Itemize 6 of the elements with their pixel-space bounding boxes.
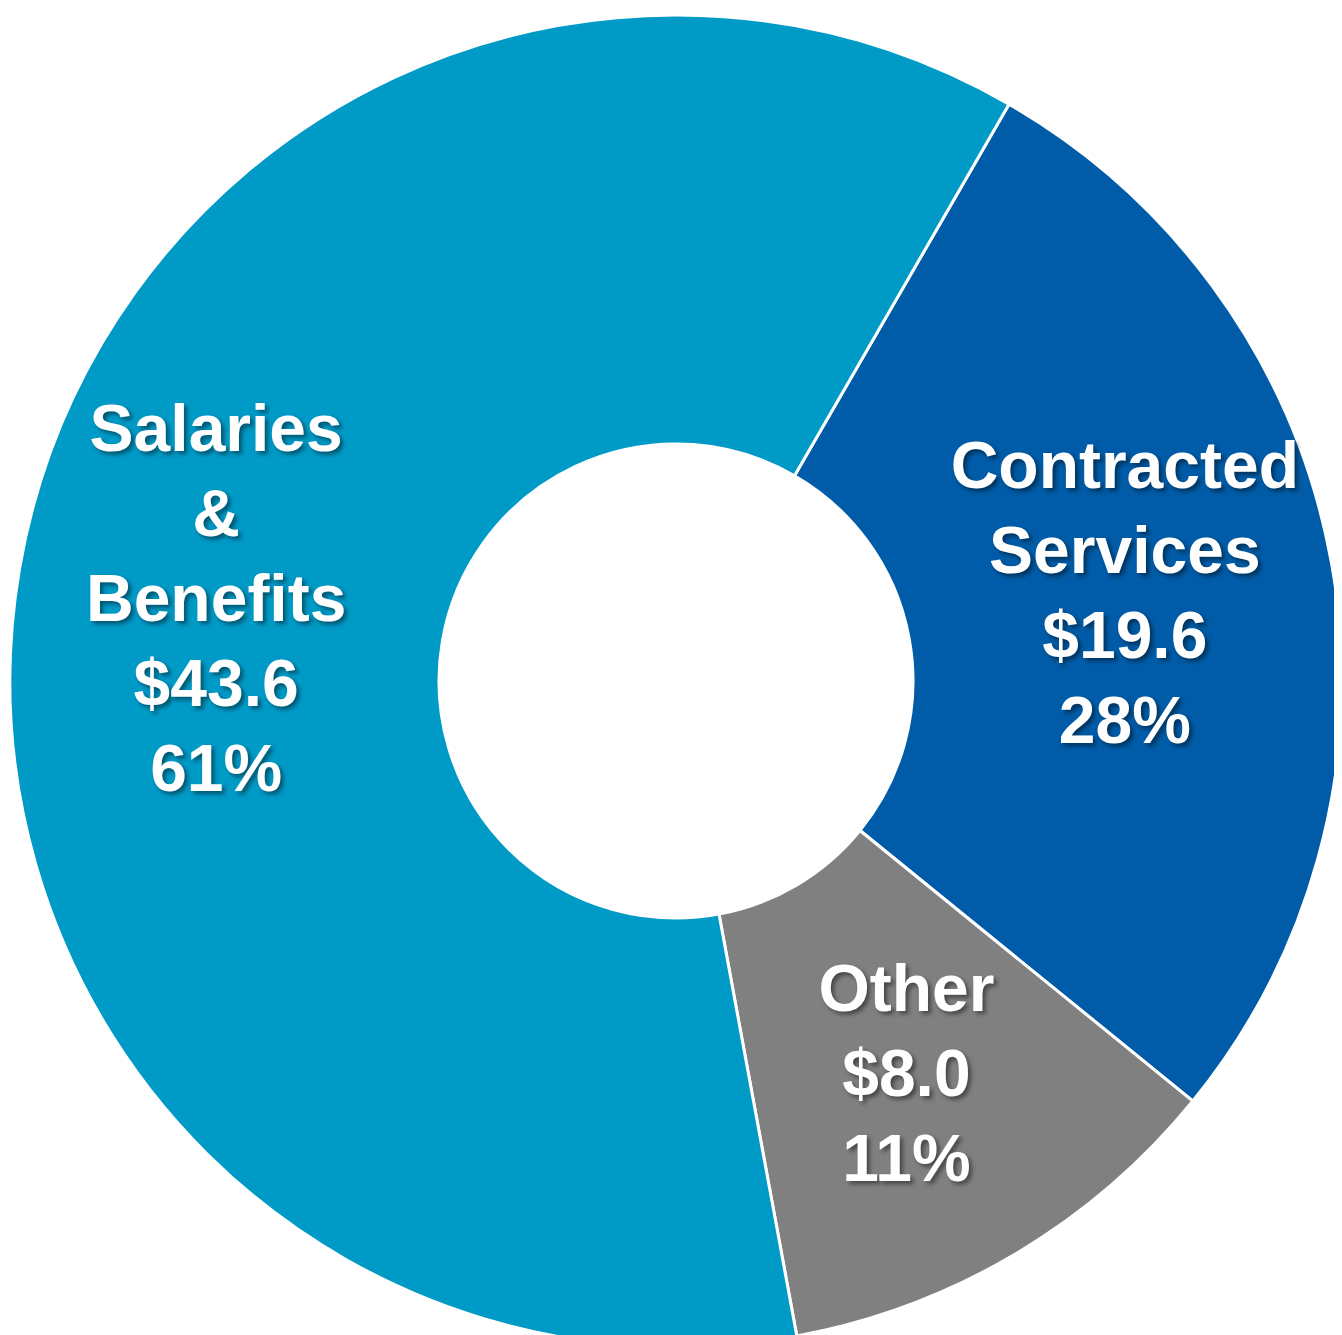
data-label: $43.6 61% (133, 645, 299, 805)
data-label: $8.0 11% (842, 1035, 971, 1195)
slice-label: Salaries & Benefits (86, 390, 347, 635)
slice-label: Contracted Services (950, 427, 1300, 587)
data-label: $19.6 28% (1042, 597, 1208, 757)
slice-label: Other (818, 950, 995, 1025)
